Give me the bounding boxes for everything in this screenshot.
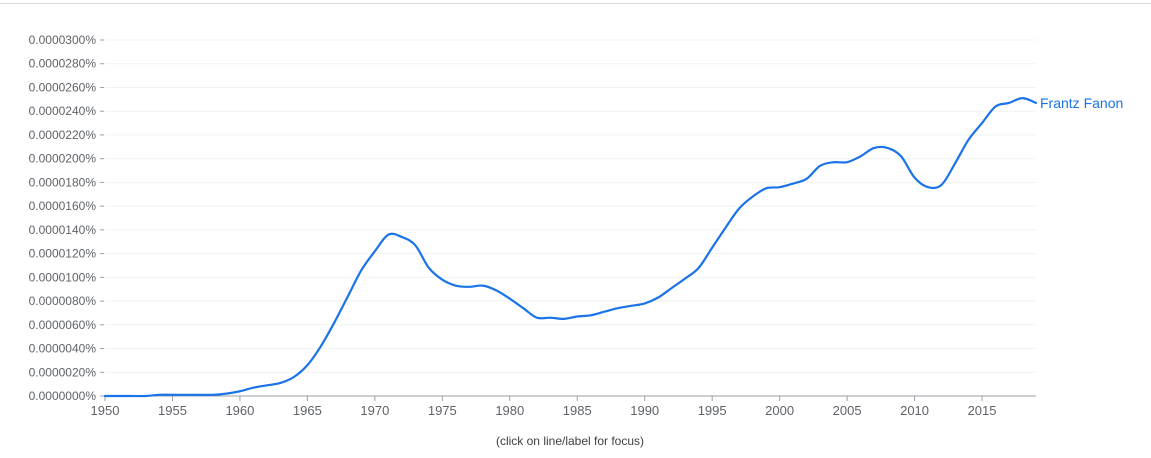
x-tick-label: 2015 [968, 403, 997, 418]
y-tick-label: 0.0000140% [29, 223, 97, 237]
x-tick-label: 1975 [428, 403, 457, 418]
y-tick-label: 0.0000300% [29, 33, 97, 47]
y-tick-label: 0.0000060% [29, 318, 97, 332]
y-axis: 0.0000000% 0.0000020% 0.0000040% 0.0000060%… [29, 33, 104, 403]
x-tick-label: 1990 [630, 403, 659, 418]
y-tick-label: 0.0000040% [29, 342, 97, 356]
x-tick-label: 1985 [563, 403, 592, 418]
y-tick-label: 0.0000180% [29, 175, 97, 189]
x-tick-label: 1950 [91, 403, 120, 418]
x-tick-label: 2005 [833, 403, 862, 418]
y-tick-label: 0.0000280% [29, 57, 97, 71]
x-tick-label: 1955 [158, 403, 187, 418]
x-tick-label: 2000 [765, 403, 794, 418]
y-tick-label: 0.0000080% [29, 294, 97, 308]
gridlines [105, 39, 1036, 373]
x-tick-label: 1960 [225, 403, 254, 418]
x-tick-label: 1970 [360, 403, 389, 418]
y-tick-label: 0.0000000% [29, 389, 97, 403]
y-tick-label: 0.0000120% [29, 247, 97, 261]
y-tick-label: 0.0000220% [29, 128, 97, 142]
top-divider [0, 3, 1151, 4]
x-axis: 1950 1955 1960 1965 1970 1975 1980 1985 1990 1995… [91, 395, 1036, 418]
x-tick-label: 1980 [495, 403, 524, 418]
y-tick-label: 0.0000160% [29, 199, 97, 213]
y-tick-label: 0.0000020% [29, 365, 97, 379]
y-tick-label: 0.0000240% [29, 104, 97, 118]
y-tick-label: 0.0000200% [29, 152, 97, 166]
y-tick-label: 0.0000100% [29, 270, 97, 284]
x-tick-label: 1965 [293, 403, 322, 418]
series-layer: Frantz Fanon [103, 95, 1123, 398]
focus-hint: (click on line/label for focus) [495, 434, 645, 448]
series-label-frantz-fanon[interactable]: Frantz Fanon [1040, 95, 1123, 111]
x-tick-label: 2010 [900, 403, 929, 418]
series-line-frantz-fanon[interactable] [103, 97, 1038, 398]
x-tick-label: 1995 [698, 403, 727, 418]
y-tick-label: 0.0000260% [29, 80, 97, 94]
